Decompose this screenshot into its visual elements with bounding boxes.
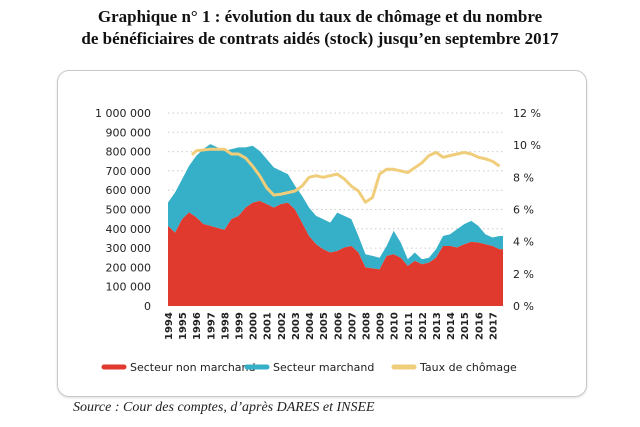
y-right-tick-label: 6 % xyxy=(513,204,534,217)
y-left-tick-label: 100 000 xyxy=(106,281,152,294)
legend-label: Secteur marchand xyxy=(273,361,374,374)
y-left-tick-label: 700 000 xyxy=(106,165,152,178)
y-left-tick-label: 200 000 xyxy=(106,261,152,274)
x-tick-label: 2005 xyxy=(319,312,330,340)
x-tick-label: 2000 xyxy=(249,312,260,340)
y-left-tick-label: 1 000 000 xyxy=(95,107,151,120)
y-right-tick-label: 8 % xyxy=(513,171,534,184)
x-tick-label: 2001 xyxy=(263,312,274,340)
x-tick-label: 2009 xyxy=(376,312,387,340)
x-tick-label: 2017 xyxy=(488,312,499,340)
line-taux-de-chomage xyxy=(190,147,501,204)
source-note: Source : Cour des comptes, d’après DARES… xyxy=(73,400,375,415)
x-tick-label: 2014 xyxy=(446,312,457,340)
area-secteur-marchand xyxy=(168,144,503,270)
chart-subtitle: de bénéficiaires de contrats aidés (stoc… xyxy=(81,29,559,48)
y-right-tick-label: 10 % xyxy=(513,139,541,152)
x-tick-label: 2012 xyxy=(418,312,429,340)
y-right-tick-label: 12 % xyxy=(513,107,541,120)
y-left-tick-label: 900 000 xyxy=(106,126,152,139)
chart-frame xyxy=(57,70,587,397)
x-tick-label: 2011 xyxy=(404,312,415,340)
y-left-tick-label: 300 000 xyxy=(106,242,152,255)
x-tick-label: 1995 xyxy=(178,312,189,340)
x-tick-label: 1998 xyxy=(220,312,231,340)
x-tick-label: 1994 xyxy=(164,312,175,340)
y-right-tick-label: 0 % xyxy=(513,300,534,313)
x-tick-label: 2007 xyxy=(347,312,358,340)
y-left-tick-label: 800 000 xyxy=(106,146,152,159)
y-left-tick-label: 400 000 xyxy=(106,223,152,236)
x-tick-label: 2016 xyxy=(474,312,485,340)
x-tick-label: 2004 xyxy=(305,312,316,340)
area-secteur-non-marchand xyxy=(168,200,503,306)
legend-label: Secteur non marchand xyxy=(130,361,256,374)
y-left-tick-label: 600 000 xyxy=(106,184,152,197)
x-tick-label: 2006 xyxy=(333,312,344,340)
y-right-tick-label: 2 % xyxy=(513,268,534,281)
x-tick-label: 2013 xyxy=(432,312,443,340)
x-tick-label: 1999 xyxy=(235,312,246,340)
legend-label: Taux de chômage xyxy=(419,361,517,374)
x-tick-label: 2003 xyxy=(291,312,302,340)
x-tick-label: 2008 xyxy=(361,312,372,340)
y-right-tick-label: 4 % xyxy=(513,236,534,249)
y-left-tick-label: 500 000 xyxy=(106,204,152,217)
x-tick-label: 1997 xyxy=(206,312,217,340)
x-tick-label: 2015 xyxy=(460,312,471,340)
x-tick-label: 2010 xyxy=(390,312,401,340)
y-left-tick-label: 0 xyxy=(144,300,151,313)
x-tick-label: 1996 xyxy=(192,312,203,340)
x-tick-label: 2002 xyxy=(277,312,288,340)
chart-title: Graphique n° 1 : évolution du taux de ch… xyxy=(97,7,543,26)
